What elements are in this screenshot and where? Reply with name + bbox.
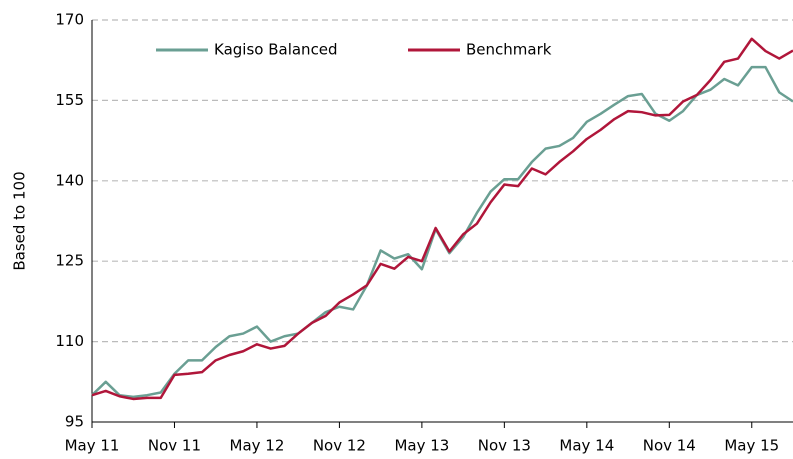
x-tick-label: May 12 <box>230 437 285 455</box>
y-tick-label: 110 <box>55 332 84 350</box>
legend-label: Kagiso Balanced <box>214 41 338 59</box>
series-line <box>91 37 793 401</box>
x-tick-label: May 15 <box>724 437 779 455</box>
y-tick-label: 170 <box>55 11 84 29</box>
y-axis-label: Based to 100 <box>11 171 29 270</box>
x-tick-label: May 11 <box>65 437 120 455</box>
series-line <box>91 65 793 399</box>
x-tick-label: Nov 14 <box>643 437 696 455</box>
legend-label: Benchmark <box>466 41 552 59</box>
y-tick-label: 95 <box>65 413 84 431</box>
y-tick-label: 155 <box>55 91 84 109</box>
x-tick-label: May 14 <box>559 437 614 455</box>
x-tick-label: Nov 13 <box>478 437 531 455</box>
x-tick-label: May 13 <box>394 437 449 455</box>
x-tick-label: Nov 12 <box>313 437 366 455</box>
y-tick-label: 125 <box>55 252 84 270</box>
y-tick-label: 140 <box>55 171 84 189</box>
x-tick-label: Nov 11 <box>148 437 201 455</box>
